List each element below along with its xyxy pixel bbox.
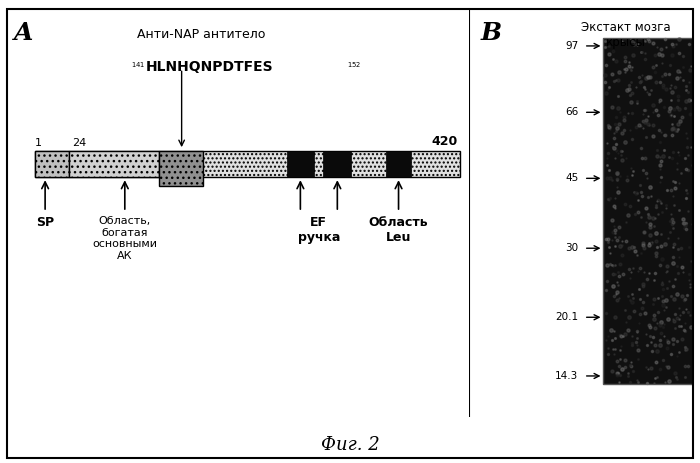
Bar bbox=[35, 151, 460, 177]
Text: 30: 30 bbox=[565, 243, 578, 253]
Bar bbox=[286, 151, 314, 177]
Text: $_{141}$: $_{141}$ bbox=[131, 60, 146, 70]
Text: HLNHQNPDTFES: HLNHQNPDTFES bbox=[146, 60, 273, 74]
Text: EF
ручка: EF ручка bbox=[298, 216, 340, 244]
Text: Анти-NAP антитело: Анти-NAP антитело bbox=[137, 28, 265, 41]
Text: 14.3: 14.3 bbox=[555, 371, 578, 381]
Bar bbox=[323, 151, 351, 177]
Bar bbox=[160, 151, 204, 186]
Bar bbox=[386, 151, 412, 177]
Text: 45: 45 bbox=[565, 173, 578, 183]
Text: 420: 420 bbox=[431, 135, 458, 148]
Text: Область,
богатая
основными
АК: Область, богатая основными АК bbox=[92, 216, 158, 261]
Bar bbox=[35, 151, 69, 177]
Text: B: B bbox=[480, 21, 501, 45]
Text: 66: 66 bbox=[565, 107, 578, 117]
Text: 20.1: 20.1 bbox=[555, 312, 578, 322]
Text: SP: SP bbox=[36, 216, 54, 229]
Text: $_{152}$: $_{152}$ bbox=[346, 60, 361, 70]
Text: 97: 97 bbox=[565, 41, 578, 51]
Text: Фиг. 2: Фиг. 2 bbox=[321, 436, 379, 454]
Text: A: A bbox=[14, 21, 34, 45]
Bar bbox=[603, 38, 693, 384]
Bar bbox=[69, 151, 160, 177]
Text: Область
Leu: Область Leu bbox=[369, 216, 428, 244]
Text: Экстакт мозга
крысы: Экстакт мозга крысы bbox=[581, 21, 671, 50]
Text: 1: 1 bbox=[35, 138, 42, 148]
Text: 24: 24 bbox=[71, 138, 86, 148]
